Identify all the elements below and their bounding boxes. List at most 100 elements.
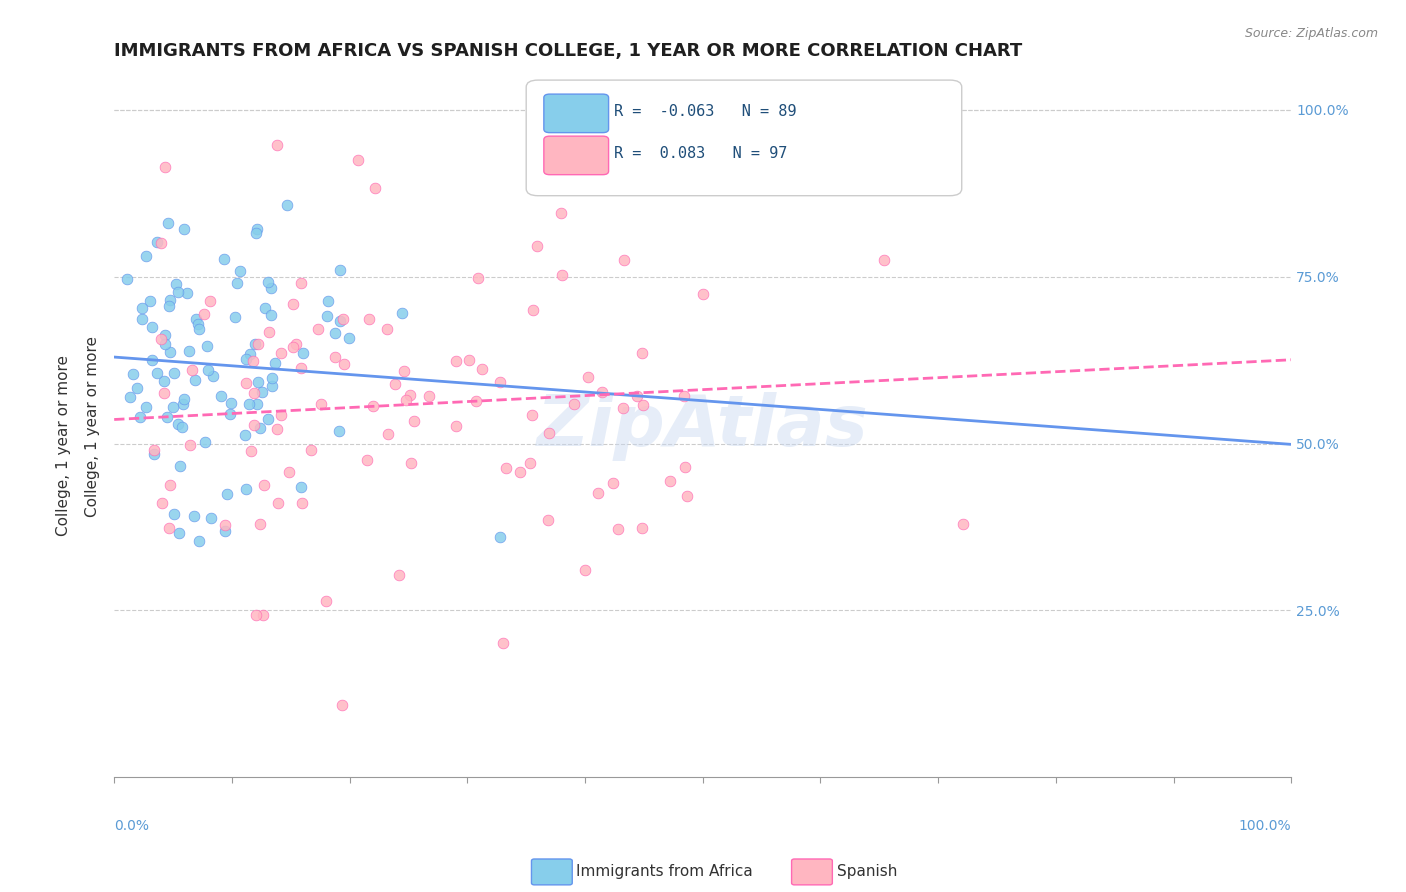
Spanish [659, 474, 682, 488]
Spanish [676, 489, 699, 503]
Spanish [291, 496, 314, 510]
Spanish [153, 160, 176, 174]
Spanish [613, 253, 636, 268]
Immigrants from Africa [187, 321, 209, 335]
Immigrants from Africa [170, 419, 193, 434]
Spanish [591, 385, 613, 400]
Immigrants from Africa [184, 373, 207, 387]
Spanish [630, 520, 652, 534]
Immigrants from Africa [131, 301, 153, 316]
Immigrants from Africa [328, 424, 350, 438]
Spanish [246, 337, 269, 351]
Immigrants from Africa [260, 370, 283, 384]
Text: 100.0%: 100.0% [1239, 819, 1291, 833]
Immigrants from Africa [159, 345, 181, 359]
Spanish [364, 180, 387, 194]
Immigrants from Africa [184, 312, 207, 326]
Spanish [384, 377, 406, 392]
Immigrants from Africa [135, 400, 157, 414]
Spanish [333, 357, 356, 371]
Immigrants from Africa [156, 410, 179, 425]
Immigrants from Africa [183, 509, 205, 524]
Spanish [356, 453, 378, 467]
Text: 0.0%: 0.0% [114, 819, 149, 833]
Spanish [284, 337, 307, 351]
Spanish [159, 478, 181, 492]
Spanish [330, 698, 353, 712]
Spanish [267, 496, 290, 510]
Spanish [332, 312, 354, 326]
Immigrants from Africa [115, 272, 138, 286]
Spanish [179, 437, 201, 451]
Immigrants from Africa [193, 434, 215, 449]
Spanish [359, 312, 381, 326]
Spanish [471, 361, 494, 376]
Spanish [214, 518, 236, 533]
Immigrants from Africa [337, 330, 360, 344]
Immigrants from Africa [129, 410, 152, 425]
Immigrants from Africa [228, 264, 250, 278]
Immigrants from Africa [247, 375, 270, 389]
Immigrants from Africa [167, 526, 190, 541]
Text: IMMIGRANTS FROM AFRICA VS SPANISH COLLEGE, 1 YEAR OR MORE CORRELATION CHART: IMMIGRANTS FROM AFRICA VS SPANISH COLLEG… [114, 42, 1022, 60]
Spanish [290, 277, 312, 291]
Spanish [673, 460, 696, 475]
Immigrants from Africa [249, 421, 271, 435]
Spanish [266, 422, 288, 436]
FancyBboxPatch shape [544, 95, 609, 133]
Immigrants from Africa [120, 390, 142, 404]
Spanish [508, 465, 530, 479]
Immigrants from Africa [162, 366, 184, 380]
Spanish [361, 399, 384, 413]
Spanish [395, 393, 418, 408]
Immigrants from Africa [146, 235, 169, 250]
Immigrants from Africa [162, 401, 184, 415]
Spanish [488, 375, 510, 389]
Spanish [240, 444, 263, 458]
Text: Immigrants from Africa: Immigrants from Africa [576, 864, 754, 879]
Spanish [612, 401, 634, 416]
Text: College, 1 year or more: College, 1 year or more [56, 356, 70, 536]
Immigrants from Africa [179, 343, 201, 358]
Immigrants from Africa [217, 486, 239, 500]
Immigrants from Africa [329, 314, 352, 328]
Spanish [181, 363, 204, 377]
Spanish [315, 594, 337, 608]
Immigrants from Africa [153, 337, 176, 351]
Immigrants from Africa [263, 356, 285, 370]
Immigrants from Africa [142, 447, 165, 461]
Immigrants from Africa [195, 338, 218, 352]
Spanish [157, 521, 180, 535]
Spanish [323, 350, 346, 364]
Immigrants from Africa [176, 285, 198, 300]
Immigrants from Africa [197, 363, 219, 377]
Spanish [631, 346, 654, 360]
Immigrants from Africa [153, 328, 176, 343]
Immigrants from Africa [246, 222, 269, 236]
Spanish [375, 322, 398, 336]
Immigrants from Africa [157, 216, 180, 230]
Immigrants from Africa [257, 276, 280, 290]
Immigrants from Africa [200, 511, 222, 525]
Immigrants from Africa [224, 310, 246, 325]
Immigrants from Africa [290, 480, 312, 494]
Spanish [526, 239, 548, 253]
Text: Spanish: Spanish [837, 864, 897, 879]
Immigrants from Africa [141, 353, 163, 368]
Immigrants from Africa [250, 385, 273, 400]
Immigrants from Africa [245, 337, 267, 351]
Immigrants from Africa [218, 407, 240, 421]
Immigrants from Africa [131, 311, 153, 326]
FancyBboxPatch shape [544, 136, 609, 175]
Spanish [193, 307, 215, 321]
Immigrants from Africa [122, 367, 145, 381]
Spanish [467, 271, 489, 285]
Spanish [574, 563, 596, 577]
Spanish [311, 397, 333, 411]
Immigrants from Africa [391, 306, 413, 320]
Spanish [242, 386, 264, 401]
Spanish [495, 460, 517, 475]
Spanish [457, 353, 479, 368]
Immigrants from Africa [257, 412, 280, 426]
Spanish [952, 516, 974, 531]
